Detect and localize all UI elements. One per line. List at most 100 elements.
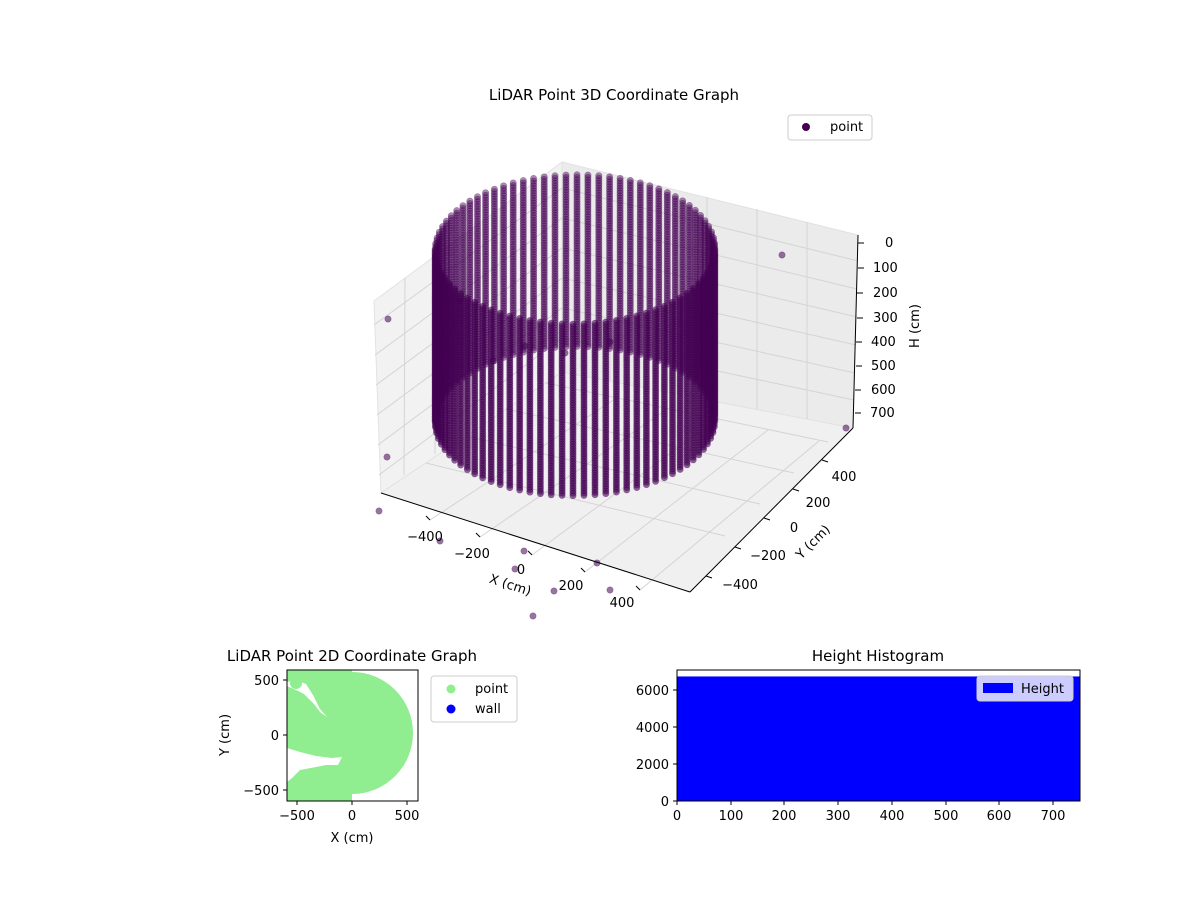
lidar-point bbox=[606, 202, 614, 210]
lidar-point bbox=[595, 191, 603, 199]
lidar-point bbox=[595, 257, 603, 265]
lidar-point bbox=[562, 181, 570, 189]
lidar-point bbox=[584, 286, 592, 294]
lidar-point bbox=[551, 245, 559, 253]
lidar-point bbox=[584, 203, 592, 211]
lidar-point bbox=[584, 183, 592, 191]
lidar-point bbox=[584, 267, 592, 275]
lidar-point bbox=[573, 286, 581, 294]
lidar-point bbox=[606, 200, 614, 208]
lidar-point bbox=[584, 171, 592, 179]
lidar-point bbox=[551, 233, 559, 241]
lidar-point bbox=[551, 216, 559, 224]
lidar-point bbox=[584, 208, 592, 216]
lidar-point bbox=[584, 311, 592, 319]
lidar-point bbox=[573, 306, 581, 314]
lidar-point bbox=[584, 254, 592, 262]
lidar-point bbox=[463, 466, 471, 474]
lidar-point bbox=[573, 301, 581, 309]
lidar-point bbox=[623, 486, 631, 494]
lidar-point bbox=[595, 172, 603, 180]
lidar-point bbox=[595, 228, 603, 236]
lidar-point bbox=[562, 205, 570, 213]
lidar-point bbox=[551, 311, 559, 319]
lidar-point bbox=[562, 281, 570, 289]
lidar-point bbox=[595, 235, 603, 243]
lidar-point bbox=[584, 289, 592, 297]
lidar-point bbox=[606, 249, 614, 257]
lidar-point bbox=[584, 294, 592, 302]
lidar-point bbox=[606, 217, 614, 225]
lidar-point bbox=[584, 262, 592, 270]
lidar-point bbox=[606, 193, 614, 201]
lidar-point bbox=[584, 181, 592, 189]
lidar-point bbox=[573, 249, 581, 257]
lidar-point bbox=[551, 223, 559, 231]
lidar-point bbox=[595, 284, 603, 292]
lidar-point bbox=[584, 279, 592, 287]
lidar-point bbox=[573, 186, 581, 194]
lidar-point bbox=[595, 209, 603, 217]
lidar-point bbox=[595, 304, 603, 312]
lidar-point bbox=[584, 284, 592, 292]
lidar-point bbox=[595, 245, 603, 253]
lidar-point bbox=[551, 299, 559, 307]
lidar-point bbox=[595, 196, 603, 204]
lidar-point bbox=[584, 198, 592, 206]
lidar-point bbox=[562, 252, 570, 260]
lidar-point bbox=[595, 282, 603, 290]
lidar-point bbox=[551, 177, 559, 185]
lidar-point bbox=[562, 279, 570, 287]
lidar-point bbox=[551, 282, 559, 290]
lidar-point bbox=[606, 237, 614, 245]
lidar-point bbox=[606, 286, 614, 294]
lidar-point bbox=[471, 470, 479, 478]
lidar-point bbox=[606, 242, 614, 250]
lidar-point bbox=[573, 232, 581, 240]
lidar-point bbox=[562, 308, 570, 316]
lidar-point bbox=[562, 313, 570, 321]
lidar-point bbox=[606, 195, 614, 203]
lidar-point bbox=[573, 293, 581, 301]
lidar-point bbox=[573, 210, 581, 218]
lidar-point bbox=[551, 189, 559, 197]
lidar-point bbox=[606, 222, 614, 230]
lidar-point bbox=[562, 203, 570, 211]
lidar-point bbox=[606, 175, 614, 183]
lidar-point bbox=[573, 171, 581, 179]
lidar-point bbox=[595, 250, 603, 258]
lidar-point bbox=[584, 264, 592, 272]
lidar-point bbox=[562, 286, 570, 294]
lidar-point bbox=[595, 302, 603, 310]
lidar-point bbox=[562, 186, 570, 194]
lidar-point bbox=[551, 304, 559, 312]
lidar-point bbox=[584, 230, 592, 238]
lidar-point bbox=[562, 176, 570, 184]
lidar-point bbox=[584, 242, 592, 250]
lidar-point bbox=[595, 255, 603, 263]
lidar-point bbox=[573, 208, 581, 216]
lidar-point bbox=[595, 299, 603, 307]
lidar-point bbox=[562, 274, 570, 282]
lidar-point bbox=[551, 287, 559, 295]
lidar-point bbox=[551, 262, 559, 270]
lidar-point bbox=[683, 461, 691, 469]
lidar-point bbox=[606, 215, 614, 223]
lidar-point bbox=[573, 269, 581, 277]
lidar-point bbox=[584, 174, 592, 182]
lidar-point bbox=[551, 280, 559, 288]
lidar-point bbox=[606, 234, 614, 242]
lidar-point bbox=[573, 222, 581, 230]
lidar-point bbox=[573, 190, 581, 198]
lidar-point bbox=[584, 313, 592, 321]
lidar-point bbox=[660, 474, 668, 482]
lidar-point bbox=[584, 186, 592, 194]
lidar-point bbox=[551, 253, 559, 261]
lidar-point bbox=[606, 259, 614, 267]
lidar-point bbox=[551, 267, 559, 275]
lidar-point bbox=[573, 237, 581, 245]
lidar-point bbox=[573, 283, 581, 291]
lidar-point bbox=[562, 201, 570, 209]
lidar-point bbox=[584, 276, 592, 284]
lidar-point bbox=[551, 231, 559, 239]
